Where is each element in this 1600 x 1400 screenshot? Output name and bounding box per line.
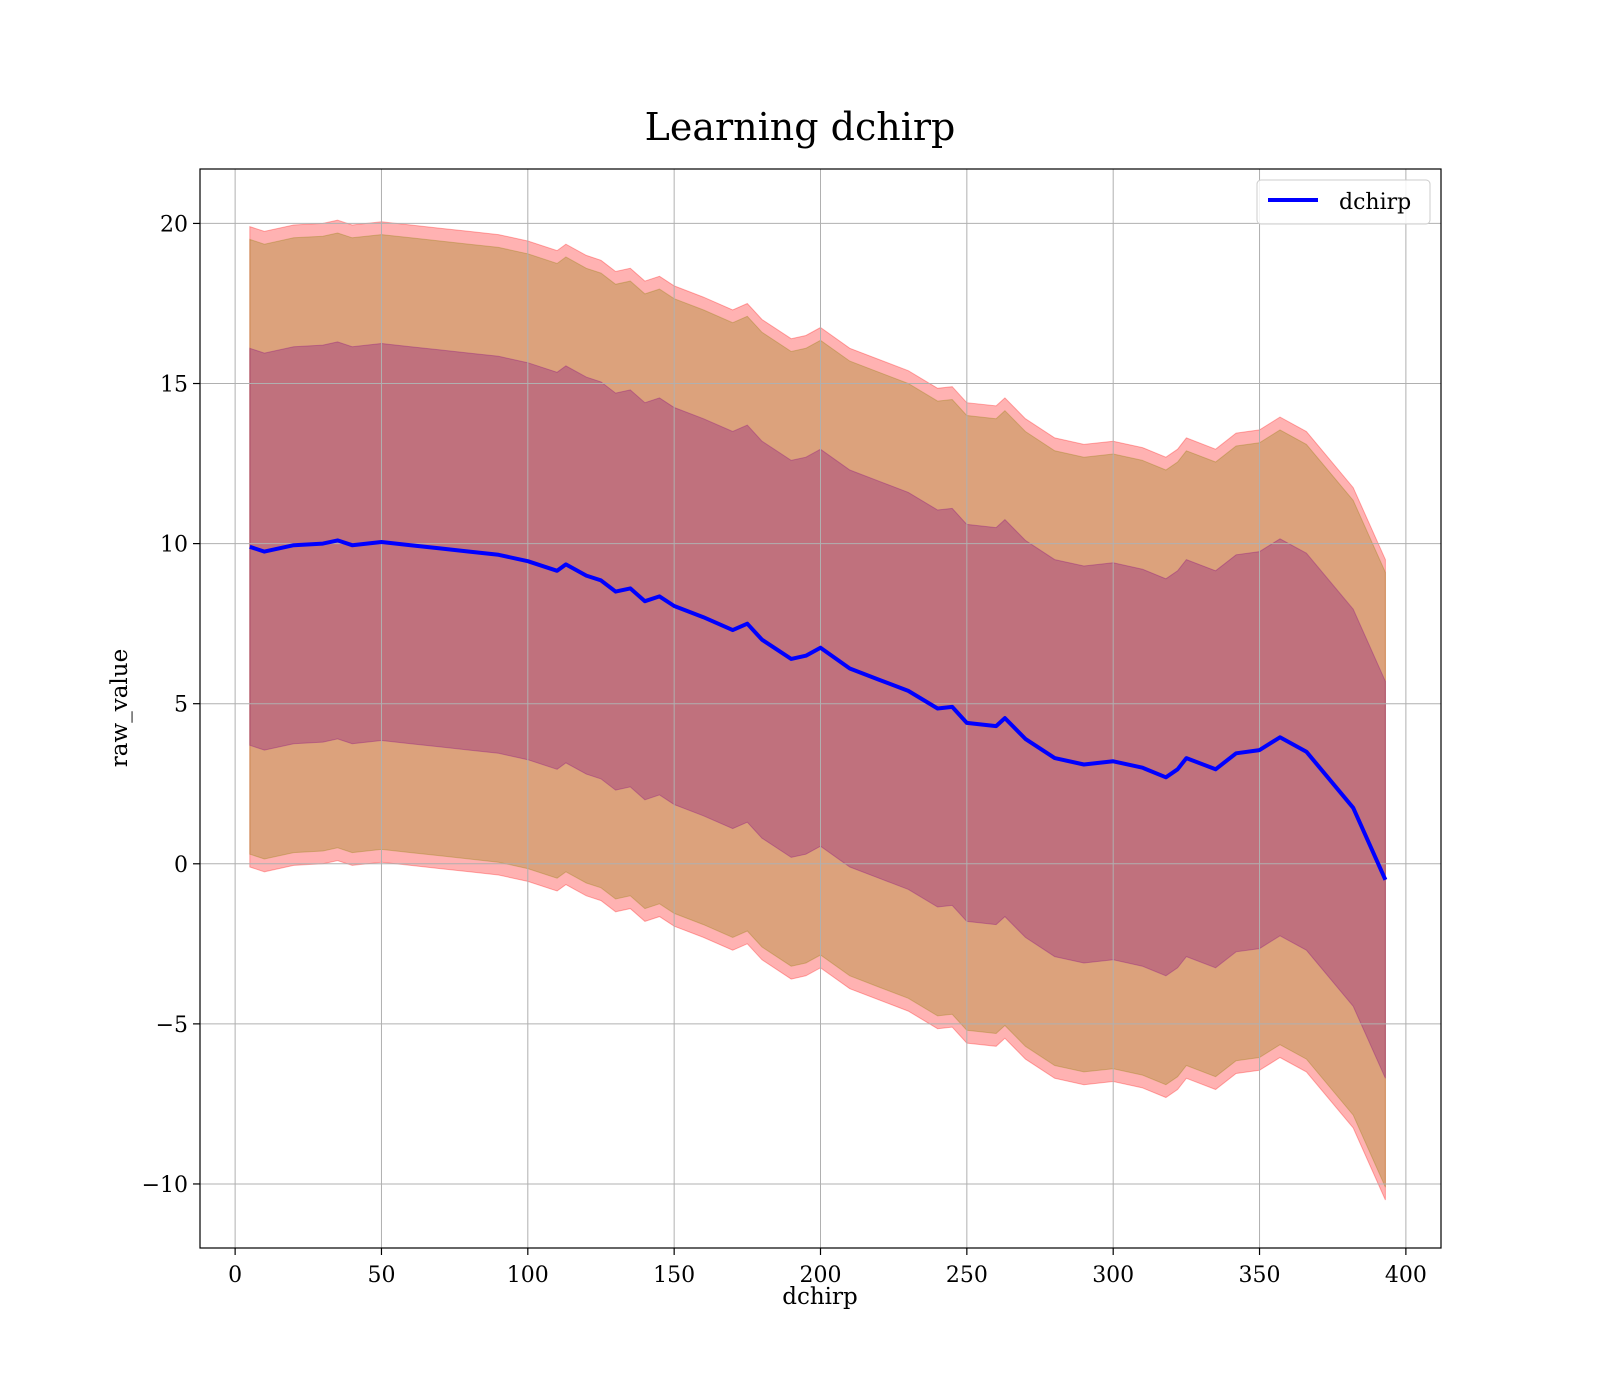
x-tick-label: 300 xyxy=(1092,1263,1134,1288)
x-tick-label: 350 xyxy=(1239,1263,1281,1288)
x-axis: 0 50 100 150 200 250 300 350 400 xyxy=(228,1248,1427,1288)
x-tick-label: 100 xyxy=(507,1263,549,1288)
legend: dchirp xyxy=(1256,179,1431,225)
band-outer xyxy=(249,219,1386,1201)
x-tick-label: 250 xyxy=(946,1263,988,1288)
chart-title: Learning dchirp xyxy=(645,105,956,149)
y-axis: −10 −5 0 5 10 15 20 xyxy=(142,212,200,1198)
x-tick-label: 50 xyxy=(367,1263,395,1288)
y-axis-label: raw_value xyxy=(107,649,133,767)
y-tick-label: −5 xyxy=(156,1013,188,1038)
x-tick-label: 400 xyxy=(1385,1263,1427,1288)
x-tick-label: 0 xyxy=(228,1263,242,1288)
y-tick-label: 10 xyxy=(160,533,188,558)
legend-label: dchirp xyxy=(1339,190,1411,215)
legend-box xyxy=(1256,179,1431,225)
band-inner xyxy=(249,341,1386,1079)
series-line-dchirp xyxy=(249,538,1388,881)
y-tick-label: 20 xyxy=(160,212,188,237)
x-tick-label: 150 xyxy=(653,1263,695,1288)
y-tick-label: 15 xyxy=(160,373,188,398)
band-middle xyxy=(249,232,1386,1188)
grid-lines xyxy=(200,169,1441,1248)
x-axis-label: dchirp xyxy=(782,1284,858,1310)
confidence-bands xyxy=(249,219,1386,1201)
y-tick-label: −10 xyxy=(142,1173,188,1198)
x-tick-label: 200 xyxy=(800,1263,842,1288)
series-lines xyxy=(249,538,1388,881)
y-tick-label: 0 xyxy=(174,853,188,878)
plot-area xyxy=(199,168,1442,1249)
y-tick-label: 5 xyxy=(174,693,188,718)
